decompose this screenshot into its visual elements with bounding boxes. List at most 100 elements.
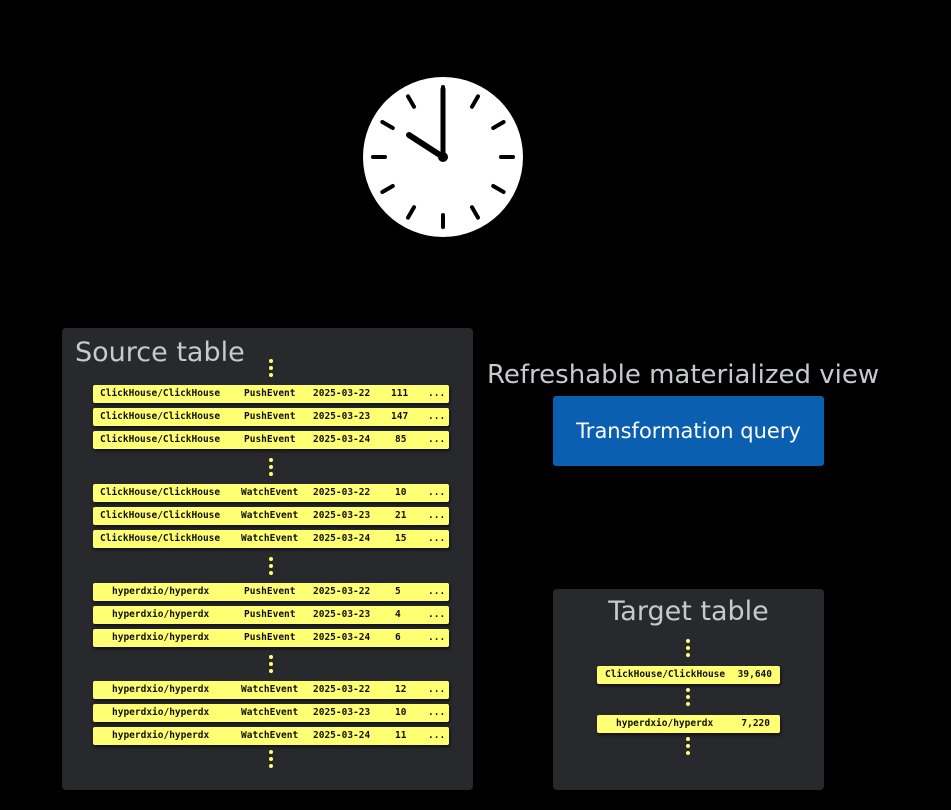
cell: 147 [391, 411, 409, 422]
table-row: ClickHouse/ClickHouse WatchEvent 2025-03-2… [93, 484, 449, 502]
ellipsis-dots [269, 557, 273, 578]
transformation-query-button[interactable]: Transformation query [553, 396, 824, 466]
clock-tick [380, 184, 395, 194]
hour-hand [406, 132, 446, 160]
cell: WatchEvent [241, 730, 299, 741]
clock-tick [406, 205, 416, 220]
cell: ClickHouse/ClickHouse [100, 487, 221, 498]
cell: 2025-03-22 [313, 586, 371, 597]
cell: WatchEvent [241, 510, 299, 521]
cell: PushEvent [244, 632, 296, 643]
table-row: ClickHouse/ClickHouse PushEvent 2025-03-22… [93, 385, 449, 403]
cell: 15 [395, 533, 407, 544]
cell: WatchEvent [241, 533, 299, 544]
table-row: ClickHouse/ClickHouse WatchEvent 2025-03-2… [93, 507, 449, 525]
cell: ... [428, 533, 446, 544]
cell: ClickHouse/ClickHouse [100, 510, 221, 521]
cell: ... [428, 586, 446, 597]
cell: 2025-03-22 [313, 684, 371, 695]
ellipsis-dots [269, 750, 273, 771]
cell: 2025-03-22 [313, 487, 371, 498]
cell: ClickHouse/ClickHouse [100, 434, 221, 445]
cell: 10 [395, 707, 407, 718]
ellipsis-dots [269, 359, 273, 380]
cell: PushEvent [244, 411, 296, 422]
cell: 2025-03-24 [313, 533, 371, 544]
cell: PushEvent [244, 434, 296, 445]
cell: 11 [395, 730, 407, 741]
clock-icon [363, 77, 523, 237]
target-row: ClickHouse/ClickHouse 39,640 [597, 666, 780, 684]
cell: ... [428, 510, 446, 521]
cell: 7,220 [741, 718, 770, 729]
table-row: hyperdxio/hyperdx PushEvent 2025-03-24 6... [93, 629, 449, 647]
cell: 4 [395, 609, 401, 620]
cell: 39,640 [737, 669, 772, 680]
table-row: ClickHouse/ClickHouse WatchEvent 2025-03-2… [93, 530, 449, 548]
cell: PushEvent [244, 388, 296, 399]
ellipsis-dots [269, 655, 273, 676]
clock-tick [491, 120, 506, 130]
table-row: hyperdxio/hyperdx WatchEvent 2025-03-22 12.… [93, 681, 449, 699]
cell: 2025-03-23 [313, 411, 371, 422]
table-row: ClickHouse/ClickHouse PushEvent 2025-03-24… [93, 431, 449, 449]
clock-tick [491, 184, 506, 194]
cell: WatchEvent [241, 487, 299, 498]
clock-tick [470, 94, 480, 109]
cell: hyperdxio/hyperdx [112, 609, 210, 620]
target-table-panel: Target table ClickHouse/ClickHouse 39,640… [553, 589, 824, 790]
cell: 2025-03-24 [313, 434, 371, 445]
cell: ... [428, 684, 446, 695]
cell: hyperdxio/hyperdx [616, 718, 714, 729]
ellipsis-dots [269, 458, 273, 479]
table-row: hyperdxio/hyperdx WatchEvent 2025-03-24 11.… [93, 727, 449, 745]
ellipsis-dots [686, 688, 690, 709]
table-row: hyperdxio/hyperdx PushEvent 2025-03-23 4... [93, 606, 449, 624]
cell: 2025-03-24 [313, 730, 371, 741]
cell: 2025-03-22 [313, 388, 371, 399]
cell: hyperdxio/hyperdx [112, 684, 210, 695]
table-row: ClickHouse/ClickHouse PushEvent 2025-03-23… [93, 408, 449, 426]
clock-tick [470, 205, 480, 220]
ellipsis-dots [686, 737, 690, 758]
cell: ClickHouse/ClickHouse [605, 669, 726, 680]
cell: 5 [395, 586, 401, 597]
cell: hyperdxio/hyperdx [112, 586, 210, 597]
clock-tick [406, 94, 416, 109]
cell: 12 [395, 684, 407, 695]
cell: 10 [395, 487, 407, 498]
target-table-title: Target table [608, 596, 769, 627]
clock-tick [380, 120, 395, 130]
cell: 6 [395, 632, 401, 643]
cell: ... [428, 730, 446, 741]
cell: WatchEvent [241, 707, 299, 718]
cell: ... [428, 411, 446, 422]
cell: hyperdxio/hyperdx [112, 730, 210, 741]
ellipsis-dots [686, 639, 690, 660]
source-table-title: Source table [75, 337, 245, 368]
cell: 2025-03-23 [313, 707, 371, 718]
cell: ... [428, 632, 446, 643]
cell: WatchEvent [241, 684, 299, 695]
cell: hyperdxio/hyperdx [112, 707, 210, 718]
cell: ... [428, 707, 446, 718]
cell: ClickHouse/ClickHouse [100, 388, 221, 399]
cell: ... [428, 487, 446, 498]
cell: ... [428, 388, 446, 399]
target-row: hyperdxio/hyperdx 7,220 [597, 715, 780, 733]
table-row: hyperdxio/hyperdx PushEvent 2025-03-22 5... [93, 583, 449, 601]
cell: 2025-03-23 [313, 609, 371, 620]
cell: 21 [395, 510, 407, 521]
cell: 85 [395, 434, 407, 445]
table-row: hyperdxio/hyperdx WatchEvent 2025-03-23 10.… [93, 704, 449, 722]
cell: ClickHouse/ClickHouse [100, 533, 221, 544]
cell: ... [428, 609, 446, 620]
cell: 111 [391, 388, 409, 399]
cell: ... [428, 434, 446, 445]
cell: PushEvent [244, 586, 296, 597]
cell: 2025-03-24 [313, 632, 371, 643]
cell: PushEvent [244, 609, 296, 620]
cell: ClickHouse/ClickHouse [100, 411, 221, 422]
cell: 2025-03-23 [313, 510, 371, 521]
view-title: Refreshable materialized view [487, 360, 880, 390]
